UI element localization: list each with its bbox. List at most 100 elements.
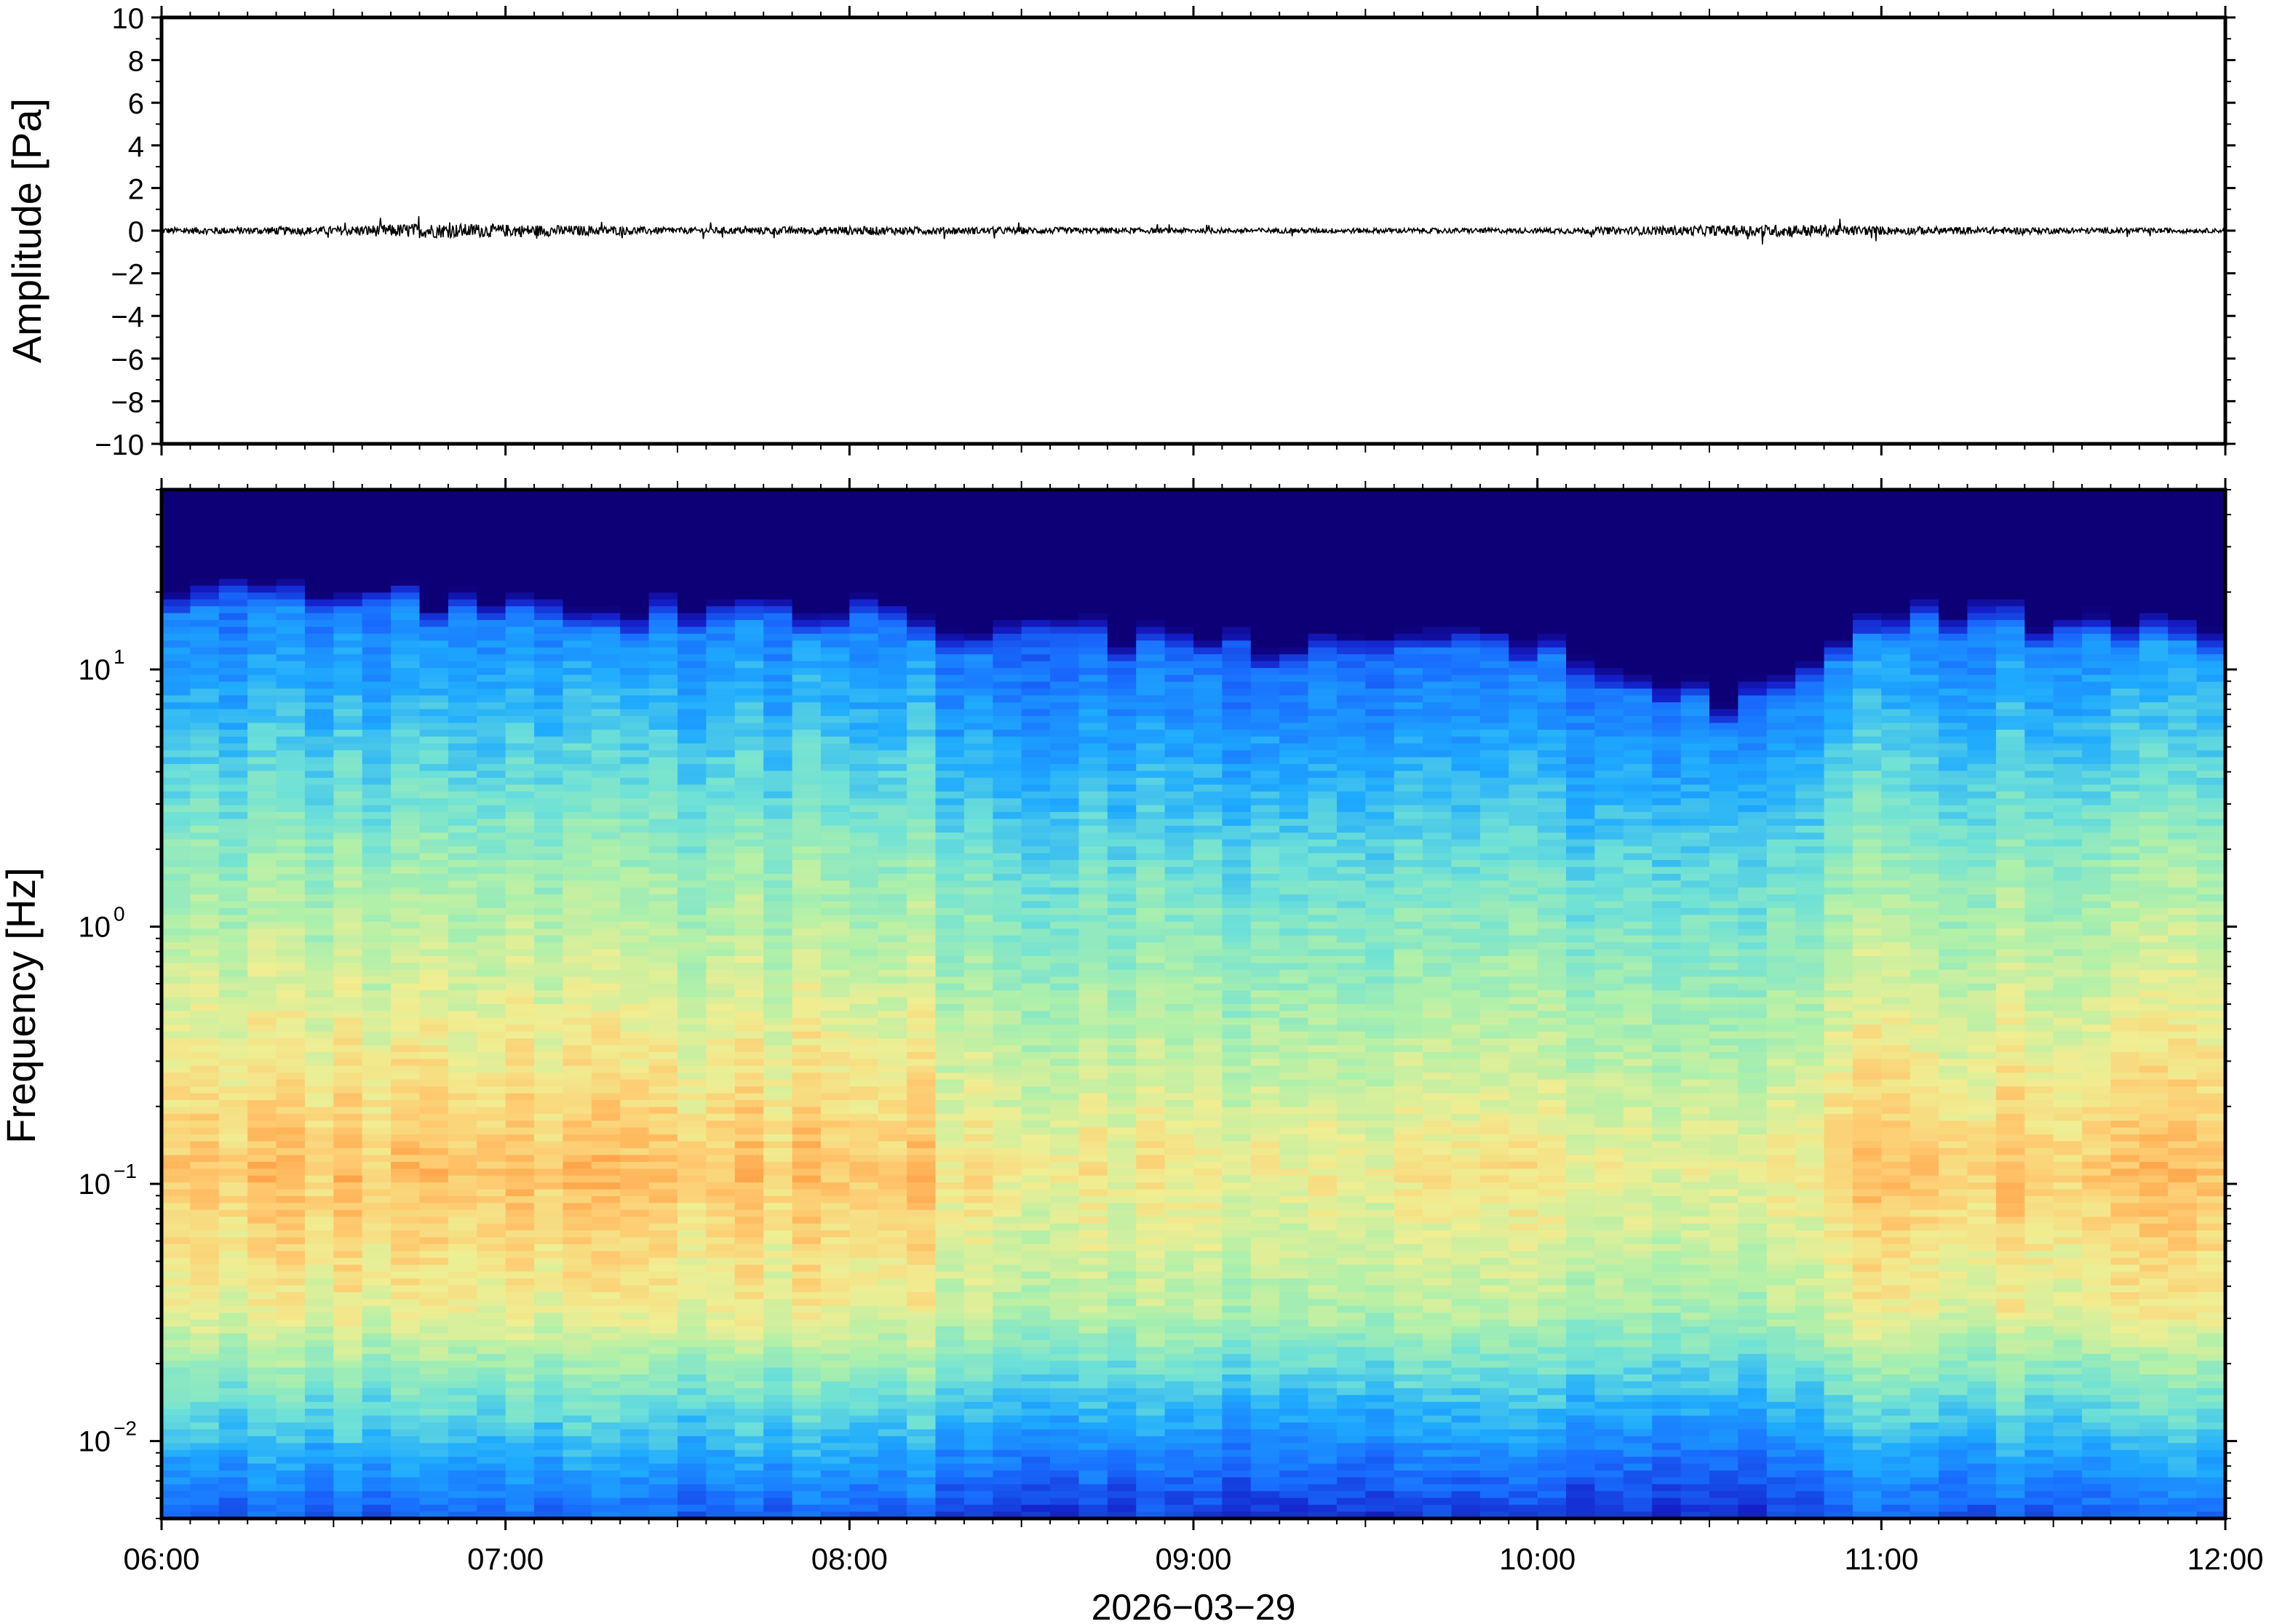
spectrogram-cell	[763, 1134, 793, 1142]
spectrogram-cell	[247, 1024, 277, 1032]
spectrogram-cell	[1050, 1209, 1080, 1217]
spectrogram-cell	[362, 1147, 392, 1155]
spectrogram-cell	[1021, 640, 1051, 648]
spectrogram-cell	[162, 1429, 191, 1437]
spectrogram-cell	[734, 743, 764, 751]
spectrogram-cell	[820, 1491, 850, 1499]
spectrogram-cell	[419, 969, 449, 977]
spectrogram-cell	[218, 839, 248, 847]
spectrogram-cell	[477, 1257, 506, 1265]
spectrogram-cell	[304, 736, 334, 744]
spectrogram-cell	[677, 1477, 707, 1485]
spectrogram-cell	[477, 606, 506, 614]
spectrogram-cell	[276, 1381, 306, 1389]
spectrogram-cell	[591, 743, 621, 751]
spectrogram-cell	[734, 599, 764, 607]
spectrogram-cell	[190, 1024, 220, 1032]
spectrogram-cell	[907, 1497, 937, 1505]
spectrogram-cell	[247, 1367, 277, 1375]
spectrogram-cell	[993, 1285, 1022, 1293]
spectrogram-cell	[1021, 1278, 1051, 1286]
spectrogram-cell	[763, 1237, 793, 1245]
spectrogram-cell	[448, 1182, 477, 1190]
spectrogram-cell	[477, 928, 506, 936]
spectrogram-cell	[448, 908, 477, 916]
spectrogram-cell	[162, 1463, 191, 1471]
spectrogram-cell	[333, 524, 363, 532]
spectrogram-cell	[391, 1285, 421, 1293]
spectrogram-cell	[993, 1182, 1022, 1190]
spectrogram-cell	[907, 1511, 937, 1519]
spectrogram-cell	[247, 1477, 277, 1485]
spectrogram-cell	[1050, 1415, 1080, 1423]
spectrogram-cell	[935, 1243, 965, 1251]
spectrogram-cell	[907, 1011, 937, 1019]
spectrogram-cell	[505, 1086, 535, 1094]
spectrogram-cell	[534, 812, 564, 820]
spectrogram-cell	[734, 928, 764, 936]
spectrogram-cell	[792, 490, 822, 498]
spectrogram-cell	[935, 846, 965, 854]
spectrogram-cell	[878, 1347, 907, 1355]
spectrogram-cell	[1050, 1436, 1080, 1444]
spectrogram-cell	[563, 832, 592, 840]
spectrogram-cell	[505, 633, 535, 641]
spectrogram-cell	[620, 1134, 650, 1142]
spectrogram-cell	[448, 695, 477, 703]
spectrogram-cell	[734, 942, 764, 950]
spectrogram-cell	[963, 1217, 993, 1225]
spectrogram-cell	[993, 1004, 1022, 1012]
spectrogram-cell	[505, 1491, 535, 1499]
spectrogram-cell	[963, 1017, 993, 1025]
spectrogram-cell	[534, 530, 564, 538]
spectrogram-cell	[763, 647, 793, 655]
spectrogram-cell	[218, 572, 248, 580]
spectrogram-cell	[648, 1477, 678, 1485]
spectrogram-cell	[448, 613, 477, 621]
spectrogram-cell	[362, 572, 392, 580]
spectrogram-cell	[190, 1491, 220, 1499]
spectrogram-cell	[162, 1505, 191, 1513]
spectrogram-cell	[907, 1449, 937, 1457]
spectrogram-cell	[763, 613, 793, 621]
spectrogram-cell	[1021, 620, 1051, 628]
spectrogram-cell	[218, 784, 248, 792]
spectrogram-cell	[1021, 674, 1051, 682]
spectrogram-cell	[620, 1429, 650, 1437]
spectrogram-cell	[276, 764, 306, 772]
spectrogram-cell	[190, 1230, 220, 1238]
spectrogram-cell	[677, 537, 707, 546]
spectrogram-cell	[935, 723, 965, 731]
spectrogram-cell	[907, 1313, 937, 1321]
spectrogram-cell	[734, 867, 764, 875]
spectrogram-cell	[304, 1319, 334, 1327]
spectrogram-cell	[993, 1257, 1022, 1265]
spectrogram-cell	[505, 709, 535, 717]
spectrogram-cell	[333, 503, 363, 511]
spectrogram-cell	[792, 1045, 822, 1053]
spectrogram-cell	[419, 860, 449, 868]
spectrogram-cell	[477, 846, 506, 854]
spectrogram-cell	[362, 757, 392, 765]
spectrogram-cell	[907, 915, 937, 923]
spectrogram-cell	[849, 743, 879, 751]
spectrogram-cell	[333, 1429, 363, 1437]
spectrogram-cell	[477, 1326, 506, 1334]
spectrogram-cell	[734, 585, 764, 593]
spectrogram-cell	[162, 1189, 191, 1197]
spectrogram-cell	[477, 626, 506, 634]
spectrogram-cell	[563, 1361, 592, 1369]
spectrogram-cell	[448, 1230, 477, 1238]
spectrogram-cell	[677, 572, 707, 580]
spectrogram-cell	[706, 1209, 736, 1217]
spectrogram-cell	[477, 1449, 506, 1457]
spectrogram-cell	[963, 1395, 993, 1403]
spectrogram-cell	[563, 695, 592, 703]
spectrogram-cell	[734, 1449, 764, 1457]
spectrogram-cell	[820, 771, 850, 779]
spectrogram-cell	[907, 867, 937, 875]
spectrogram-cell	[333, 743, 363, 751]
spectrogram-cell	[1050, 819, 1080, 827]
spectrogram-cell	[648, 1381, 678, 1389]
spectrogram-cell	[907, 729, 937, 737]
